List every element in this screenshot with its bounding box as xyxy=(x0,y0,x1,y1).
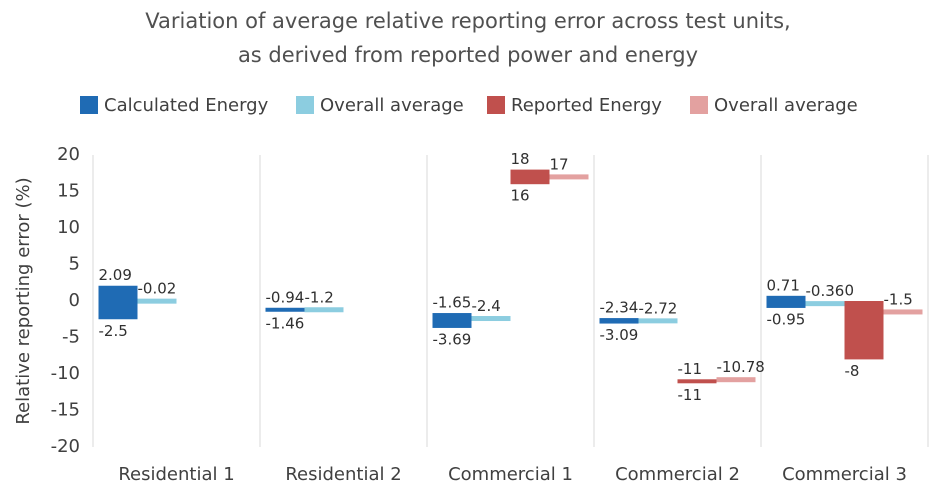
value-label: -2.5 xyxy=(99,322,128,340)
chart-title: Variation of average relative reporting … xyxy=(145,9,790,33)
y-tick-label: 10 xyxy=(57,217,80,238)
legend-label: Reported Energy xyxy=(511,95,662,116)
value-label: -0.95 xyxy=(767,310,806,328)
y-tick-label: -20 xyxy=(51,436,80,457)
range-bar xyxy=(677,379,717,384)
x-tick-label: Commercial 2 xyxy=(615,464,740,485)
value-label: -1.46 xyxy=(266,314,305,332)
value-label: 16 xyxy=(511,187,530,205)
value-label: -11 xyxy=(678,360,703,378)
y-tick-label: -5 xyxy=(62,327,80,348)
y-tick-label: 0 xyxy=(69,290,80,311)
average-bar xyxy=(549,174,589,180)
legend-swatch xyxy=(80,96,98,114)
value-label: -3.09 xyxy=(600,326,639,344)
y-tick-label: 15 xyxy=(57,181,80,202)
average-bar xyxy=(137,298,177,304)
average-bar xyxy=(805,301,845,307)
value-label: -2.72 xyxy=(639,299,678,317)
value-label: -10.78 xyxy=(717,358,765,376)
average-bar xyxy=(716,377,756,383)
value-label: 18 xyxy=(511,150,530,168)
range-bar xyxy=(766,295,806,308)
average-bar xyxy=(471,316,511,322)
value-label: -11 xyxy=(678,386,703,404)
chart-title: as derived from reported power and energ… xyxy=(238,43,698,67)
value-label: -2.4 xyxy=(472,297,501,315)
legend-label: Calculated Energy xyxy=(104,95,269,116)
x-tick-label: Commercial 3 xyxy=(782,464,907,485)
range-bar xyxy=(510,169,550,185)
value-label: 17 xyxy=(550,155,569,173)
y-axis-label: Relative reporting error (%) xyxy=(13,177,34,424)
value-label: -1.5 xyxy=(884,290,913,308)
y-tick-label: -15 xyxy=(51,400,80,421)
range-bar xyxy=(599,318,639,324)
average-bar xyxy=(638,318,678,324)
value-label: -3.69 xyxy=(433,330,472,348)
value-label: -8 xyxy=(845,362,860,380)
y-tick-label: 20 xyxy=(57,144,80,165)
value-label: -0.02 xyxy=(138,280,177,298)
legend-swatch xyxy=(690,96,708,114)
average-bar xyxy=(883,309,923,315)
value-label: -0.36 xyxy=(806,282,845,300)
value-label: 2.09 xyxy=(99,266,132,284)
legend-label: Overall average xyxy=(714,95,858,116)
x-tick-label: Commercial 1 xyxy=(448,464,573,485)
legend-swatch xyxy=(296,96,314,114)
value-label: -1.2 xyxy=(305,288,334,306)
range-bar xyxy=(265,307,305,312)
value-label: -0.94 xyxy=(266,288,305,306)
value-label: 0.71 xyxy=(767,276,800,294)
legend-label: Overall average xyxy=(320,95,464,116)
y-tick-label: 5 xyxy=(69,254,80,275)
average-bar xyxy=(304,307,344,313)
range-bar xyxy=(98,285,138,320)
value-label: -1.65 xyxy=(433,294,472,312)
value-label: 0 xyxy=(845,282,855,300)
value-label: -2.34 xyxy=(600,299,639,317)
range-bar xyxy=(844,301,884,360)
x-tick-label: Residential 2 xyxy=(285,464,401,485)
y-tick-label: -10 xyxy=(51,363,80,384)
range-bar xyxy=(432,313,472,328)
x-tick-label: Residential 1 xyxy=(118,464,234,485)
legend-swatch xyxy=(487,96,505,114)
